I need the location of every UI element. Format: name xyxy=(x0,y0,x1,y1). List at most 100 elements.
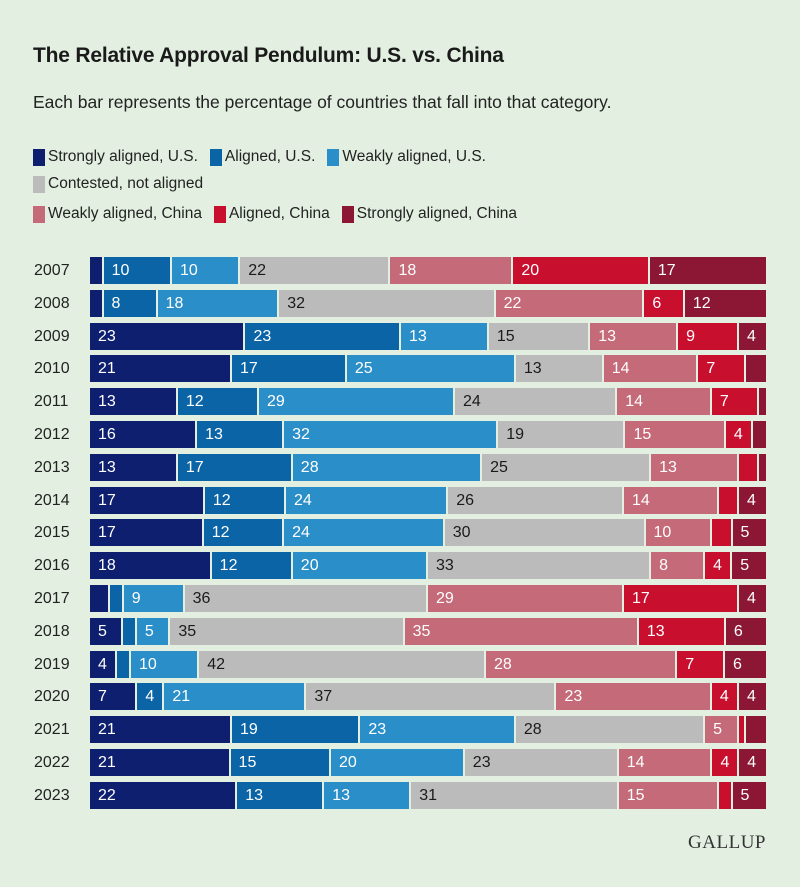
data-label: 22 xyxy=(98,786,116,804)
data-label: 20 xyxy=(300,557,319,575)
bar-segment: 7 xyxy=(90,683,138,711)
data-label: 5 xyxy=(740,524,750,542)
bar-segment: 12 xyxy=(204,486,287,514)
bar-segment: 20 xyxy=(330,749,465,776)
bar-segment: 13 xyxy=(90,453,178,481)
bar-segment xyxy=(759,388,766,416)
data-label: 13 xyxy=(205,426,223,443)
bar-segment xyxy=(759,453,766,481)
bar-segment: 21 xyxy=(90,355,232,383)
bar-segment: 4 xyxy=(705,552,733,580)
data-label: 35 xyxy=(178,622,197,640)
data-label: 17 xyxy=(185,458,204,476)
data-label: 6 xyxy=(652,294,662,312)
bar-segment: 23 xyxy=(245,322,401,350)
year-label: 2009 xyxy=(34,327,70,345)
bar-segment: 15 xyxy=(625,421,726,448)
legend-swatch xyxy=(209,148,222,166)
legend-label: Strongly aligned, China xyxy=(356,205,518,222)
bar-segment: 4 xyxy=(90,650,118,678)
year-label: 2016 xyxy=(34,557,70,575)
bar-segment xyxy=(745,355,766,383)
bar-segment: 4 xyxy=(712,749,740,776)
data-label: 4 xyxy=(746,327,756,345)
legend-swatch xyxy=(327,148,340,166)
bar-segment: 20 xyxy=(292,552,428,580)
data-label: 23 xyxy=(472,754,491,771)
data-label: 5 xyxy=(713,721,723,739)
bar-segment: 24 xyxy=(284,519,445,547)
data-label: 14 xyxy=(611,360,630,378)
bar-segment xyxy=(123,617,137,645)
bar-segment: 22 xyxy=(240,257,391,284)
bar-segment: 4 xyxy=(738,683,766,711)
bar-segment: 13 xyxy=(197,421,285,448)
legend-row-us: Strongly aligned, U.S. Aligned, U.S. Wea… xyxy=(33,148,498,166)
bar-segment xyxy=(117,650,131,678)
data-label: 19 xyxy=(506,426,525,443)
data-label: 18 xyxy=(398,262,417,279)
bar-segment: 25 xyxy=(346,355,516,383)
data-label: 13 xyxy=(523,360,542,378)
data-label: 12 xyxy=(212,491,231,509)
bar-segment: 5 xyxy=(136,617,171,645)
data-label: 5 xyxy=(740,557,750,575)
data-label: 10 xyxy=(138,655,157,673)
bar-segment: 17 xyxy=(177,453,293,481)
year-label: 2010 xyxy=(34,360,70,378)
bar-segment: 10 xyxy=(103,257,172,284)
data-label: 42 xyxy=(207,655,226,673)
legend-label: Aligned, China xyxy=(228,205,330,222)
bar-segment xyxy=(752,421,766,448)
data-label: 15 xyxy=(626,786,645,804)
bar-segment: 35 xyxy=(170,617,405,645)
data-label: 13 xyxy=(332,786,351,804)
bar-segment: 4 xyxy=(739,749,766,776)
bar-segment: 14 xyxy=(617,388,712,416)
bar-segment: 6 xyxy=(644,289,685,317)
bar-segment: 33 xyxy=(428,552,652,580)
bar-segment: 23 xyxy=(556,683,712,711)
bar-segment: 36 xyxy=(184,585,428,612)
bar-segment: 13 xyxy=(515,355,604,383)
data-label: 35 xyxy=(412,622,431,640)
data-label: 4 xyxy=(713,557,723,575)
legend-item: Weakly aligned, U.S. xyxy=(327,148,486,166)
bar-segment: 4 xyxy=(725,421,753,448)
bar-segment: 42 xyxy=(199,650,487,678)
bar-segment xyxy=(718,486,739,514)
data-label: 32 xyxy=(292,426,310,443)
bar-segment: 13 xyxy=(237,781,325,809)
bar-segment: 5 xyxy=(705,716,739,744)
data-label: 4 xyxy=(733,426,743,443)
chart-subtitle: Each bar represents the percentage of co… xyxy=(33,92,612,112)
year-label: 2020 xyxy=(34,688,70,706)
legend-item: Aligned, U.S. xyxy=(209,148,315,166)
data-label: 17 xyxy=(239,360,258,378)
data-label: 20 xyxy=(521,262,540,279)
bar-segment xyxy=(90,585,111,612)
bar-segment: 7 xyxy=(711,388,760,416)
bar-segment: 30 xyxy=(444,519,646,547)
chart-title: The Relative Approval Pendulum: U.S. vs.… xyxy=(33,44,504,67)
data-label: 21 xyxy=(98,754,116,771)
bar-segment xyxy=(738,453,760,481)
data-label: 12 xyxy=(692,294,711,312)
data-label: 13 xyxy=(408,327,427,345)
bar-segment xyxy=(712,519,733,547)
data-label: 24 xyxy=(463,393,481,411)
data-label: 26 xyxy=(456,491,475,509)
bar-segment: 18 xyxy=(157,289,280,317)
bar-segment: 9 xyxy=(678,322,739,350)
bar-segment: 28 xyxy=(292,453,483,481)
bar-segment: 29 xyxy=(259,388,456,416)
bar-segment xyxy=(90,257,104,284)
bar-segment: 14 xyxy=(624,486,719,514)
legend-swatch xyxy=(33,175,45,193)
bar-segment: 12 xyxy=(177,388,259,416)
data-label: 4 xyxy=(720,754,730,771)
data-label: 4 xyxy=(746,688,756,706)
bar-segment xyxy=(90,289,104,317)
data-label: 23 xyxy=(253,327,272,345)
data-label: 17 xyxy=(98,491,116,509)
